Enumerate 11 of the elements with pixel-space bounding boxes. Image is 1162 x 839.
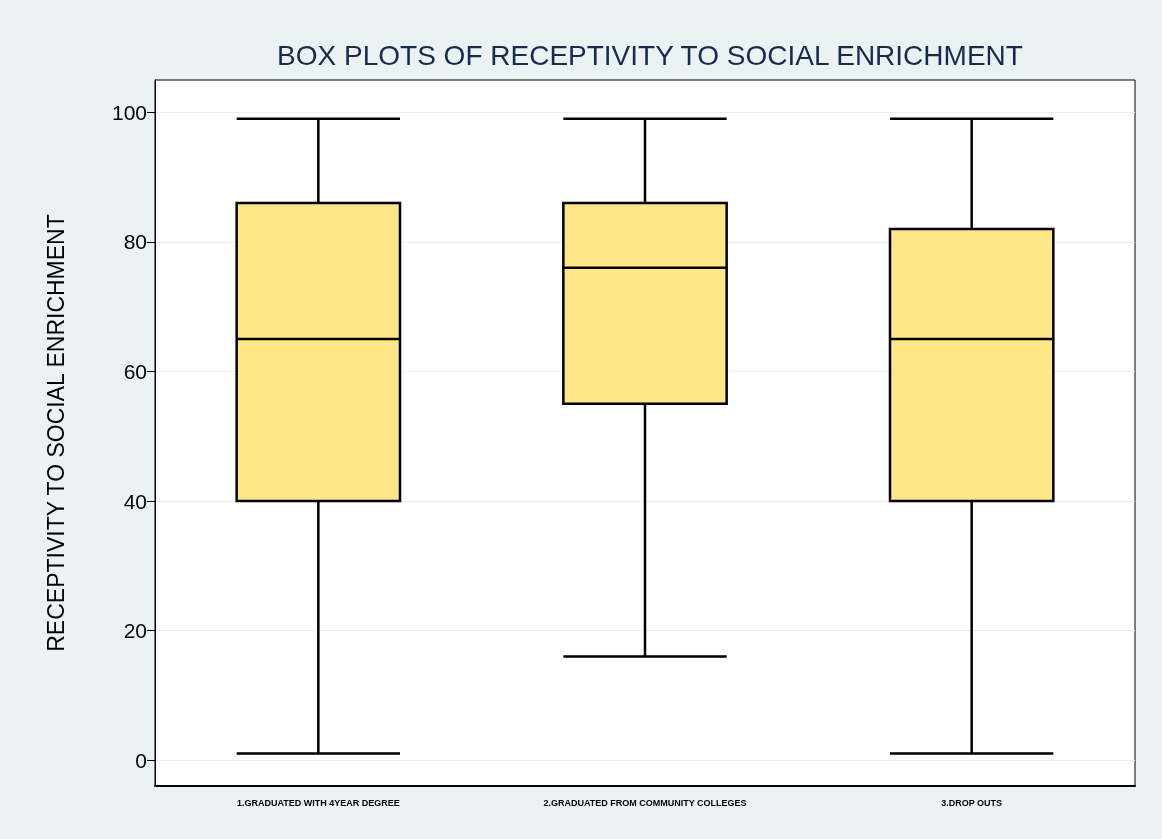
y-tick-label: 0 [135,748,147,772]
y-tick-label: 60 [123,359,147,383]
y-tick-label: 40 [123,489,147,513]
y-tick-label: 80 [123,230,147,254]
x-tick-label: 3.DROP OUTS [941,797,1003,808]
y-axis-title: RECEPTIVITY TO SOCIAL ENRICHMENT [42,214,69,652]
x-tick-label: 2.GRADUATED FROM COMMUNITY COLLEGES [543,797,747,808]
y-tick-label: 20 [123,619,147,643]
chart-title: BOX PLOTS OF RECEPTIVITY TO SOCIAL ENRICHMENT [277,39,1023,71]
x-tick-label: 1.GRADUATED WITH 4YEAR DEGREE [236,797,400,808]
y-tick-label: 100 [111,100,147,124]
